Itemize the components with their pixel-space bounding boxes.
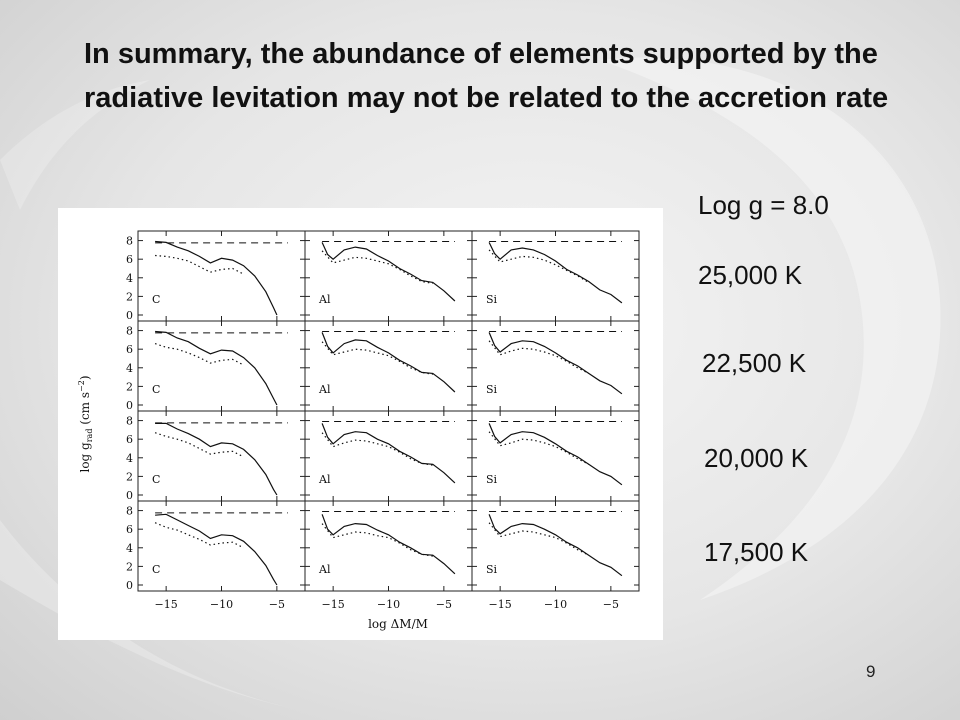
y-tick-label-c-r4-2: 2 bbox=[126, 560, 133, 573]
x-tick-label-al-1: −10 bbox=[377, 598, 400, 611]
solid-curve-c-r1 bbox=[155, 240, 278, 316]
temperature-label-1: 25,000 K bbox=[698, 260, 803, 290]
element-label-c-r2: C bbox=[152, 383, 160, 396]
x-tick-label-si-1: −10 bbox=[544, 598, 567, 611]
x-axis-label: log ΔM/M bbox=[368, 617, 428, 631]
solid-curve-c-r2 bbox=[155, 330, 278, 406]
y-tick-label-c-r1-0: 0 bbox=[126, 309, 133, 322]
solid-curve-si-r4 bbox=[488, 514, 623, 577]
x-tick-label-c-1: −10 bbox=[210, 598, 233, 611]
element-label-si-r4: Si bbox=[486, 563, 498, 576]
panel-frame-c-r2 bbox=[137, 320, 306, 412]
y-tick-label-c-r4-0: 0 bbox=[126, 579, 133, 592]
x-tick-label-c-2: −5 bbox=[269, 598, 285, 611]
panel-frame-si-r3 bbox=[471, 410, 640, 502]
solid-curve-al-r2 bbox=[321, 332, 456, 393]
x-tick-label-al-0: −15 bbox=[322, 598, 345, 611]
panel-frame-si-r2 bbox=[471, 320, 640, 412]
element-label-al-r1: Al bbox=[318, 293, 331, 306]
panel-frame-al-r3 bbox=[304, 410, 473, 502]
element-label-c-r4: C bbox=[152, 563, 160, 576]
solid-curve-si-r3 bbox=[488, 423, 623, 486]
dotted-curve-c-r1 bbox=[155, 254, 244, 275]
dotted-curve-al-r3 bbox=[321, 432, 433, 466]
y-tick-label-c-r2-4: 4 bbox=[126, 362, 133, 375]
slide-number: 9 bbox=[866, 662, 876, 681]
solid-curve-c-r4 bbox=[155, 513, 278, 586]
panel-frame-c-r1 bbox=[137, 230, 306, 322]
element-label-al-r2: Al bbox=[318, 383, 331, 396]
grad-panel-grid-chart: log grad (cm s−2) log ΔM/M 0 2 4 6 8 C 0 2 4 6 8 C 0… bbox=[77, 230, 640, 631]
y-axis-label: log grad (cm s−2) bbox=[77, 375, 94, 472]
y-tick-label-c-r2-8: 8 bbox=[126, 325, 133, 338]
solid-curve-si-r2 bbox=[488, 332, 623, 395]
panel-frame-si-r4 bbox=[471, 500, 640, 592]
x-tick-label-c-0: −15 bbox=[155, 598, 178, 611]
solid-curve-si-r1 bbox=[488, 242, 623, 304]
x-tick-label-al-2: −5 bbox=[436, 598, 452, 611]
slide-title: In summary, the abundance of elements su… bbox=[84, 38, 889, 114]
dotted-curve-si-r3 bbox=[488, 431, 589, 465]
y-tick-label-c-r3-0: 0 bbox=[126, 489, 133, 502]
panel-frame-al-r4 bbox=[304, 500, 473, 592]
dotted-curve-al-r1 bbox=[321, 250, 433, 284]
y-tick-label-c-r1-6: 6 bbox=[126, 253, 133, 266]
dotted-curve-c-r3 bbox=[154, 432, 244, 458]
panel-frame-al-r2 bbox=[304, 320, 473, 412]
element-label-al-r3: Al bbox=[318, 473, 331, 486]
x-tick-label-si-2: −5 bbox=[603, 598, 619, 611]
y-tick-label-c-r1-8: 8 bbox=[126, 235, 133, 248]
element-label-si-r1: Si bbox=[486, 293, 498, 306]
y-tick-label-c-r3-4: 4 bbox=[126, 452, 133, 465]
y-tick-label-c-r1-2: 2 bbox=[126, 290, 133, 303]
solid-curve-c-r3 bbox=[155, 422, 278, 496]
element-label-c-r1: C bbox=[152, 293, 160, 306]
temperature-label-3: 20,000 K bbox=[704, 443, 809, 473]
solid-curve-al-r4 bbox=[321, 514, 456, 575]
y-tick-label-c-r2-2: 2 bbox=[126, 380, 133, 393]
temperature-label-2: 22,500 K bbox=[702, 348, 807, 378]
panel-frame-c-r3 bbox=[137, 410, 306, 502]
y-tick-label-c-r3-8: 8 bbox=[126, 415, 133, 428]
element-label-si-r2: Si bbox=[486, 383, 498, 396]
figure-panel: log grad (cm s−2) log ΔM/M 0 2 4 6 8 C 0 2 4 6 8 C 0… bbox=[58, 208, 663, 640]
solid-curve-al-r3 bbox=[321, 423, 456, 484]
y-tick-label-c-r2-0: 0 bbox=[126, 399, 133, 412]
y-tick-label-c-r4-8: 8 bbox=[126, 505, 133, 518]
y-tick-label-c-r1-4: 4 bbox=[126, 272, 133, 285]
dotted-curve-c-r2 bbox=[154, 343, 244, 366]
panel-frame-si-r1 bbox=[471, 230, 640, 322]
x-tick-label-si-0: −15 bbox=[489, 598, 512, 611]
y-tick-label-c-r3-6: 6 bbox=[126, 433, 133, 446]
dotted-curve-si-r4 bbox=[488, 522, 589, 556]
dotted-curve-al-r4 bbox=[321, 523, 433, 557]
temperature-label-4: 17,500 K bbox=[704, 537, 809, 567]
element-label-al-r4: Al bbox=[318, 563, 331, 576]
element-label-si-r3: Si bbox=[486, 473, 498, 486]
dotted-curve-si-r2 bbox=[488, 340, 589, 374]
solid-curve-al-r1 bbox=[321, 242, 456, 302]
gravity-label: Log g = 8.0 bbox=[698, 190, 829, 220]
panel-frame-al-r1 bbox=[304, 230, 473, 322]
dotted-curve-si-r1 bbox=[488, 249, 590, 283]
y-tick-label-c-r2-6: 6 bbox=[126, 343, 133, 356]
y-tick-label-c-r3-2: 2 bbox=[126, 470, 133, 483]
y-tick-label-c-r4-6: 6 bbox=[126, 523, 133, 536]
element-label-c-r3: C bbox=[152, 473, 160, 486]
y-tick-label-c-r4-4: 4 bbox=[126, 542, 133, 555]
